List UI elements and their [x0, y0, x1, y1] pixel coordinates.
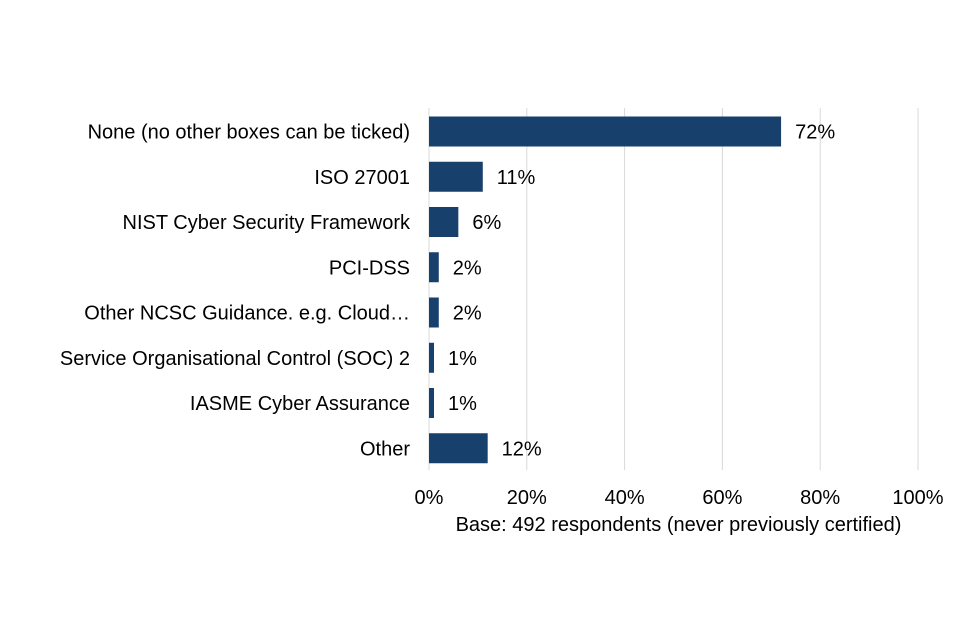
data-label: 1%: [448, 393, 477, 415]
category-labels: None (no other boxes can be ticked) ISO 2…: [60, 122, 411, 461]
data-label: 1%: [448, 348, 477, 370]
data-label: 11%: [497, 167, 536, 189]
category-label: Service Organisational Control (SOC) 2: [60, 348, 410, 370]
bars: [429, 116, 782, 464]
bar: [429, 161, 483, 192]
category-label: Other NCSC Guidance. e.g. Cloud…: [84, 303, 410, 325]
bar: [429, 342, 434, 373]
category-label: PCI-DSS: [329, 257, 410, 279]
data-label: 2%: [453, 257, 482, 279]
x-axis-title: Base: 492 respondents (never previously …: [456, 514, 902, 536]
x-tick-labels: 0% 20% 40% 60% 80% 100%: [415, 487, 944, 509]
category-label: ISO 27001: [314, 167, 410, 189]
bar: [429, 297, 439, 328]
data-label: 2%: [453, 303, 482, 325]
bar: [429, 433, 488, 464]
category-label: IASME Cyber Assurance: [190, 393, 410, 415]
bar: [429, 252, 439, 283]
data-label: 72%: [795, 122, 835, 144]
data-label: 12%: [502, 438, 542, 460]
x-tick-label: 100%: [892, 487, 943, 509]
x-tick-label: 80%: [800, 487, 840, 509]
x-tick-label: 0%: [415, 487, 444, 509]
category-label: Other: [360, 438, 410, 460]
bar: [429, 388, 434, 418]
x-tick-label: 20%: [507, 487, 547, 509]
x-tick-label: 40%: [605, 487, 645, 509]
bar: [429, 207, 459, 237]
x-tick-label: 60%: [702, 487, 742, 509]
value-labels: 72% 11% 6% 2% 2% 1% 1% 12%: [448, 122, 835, 461]
gridlines: [428, 108, 919, 470]
bar: [429, 116, 782, 147]
category-label: NIST Cyber Security Framework: [123, 212, 411, 234]
category-label: None (no other boxes can be ticked): [88, 122, 410, 144]
data-label: 6%: [472, 212, 501, 234]
